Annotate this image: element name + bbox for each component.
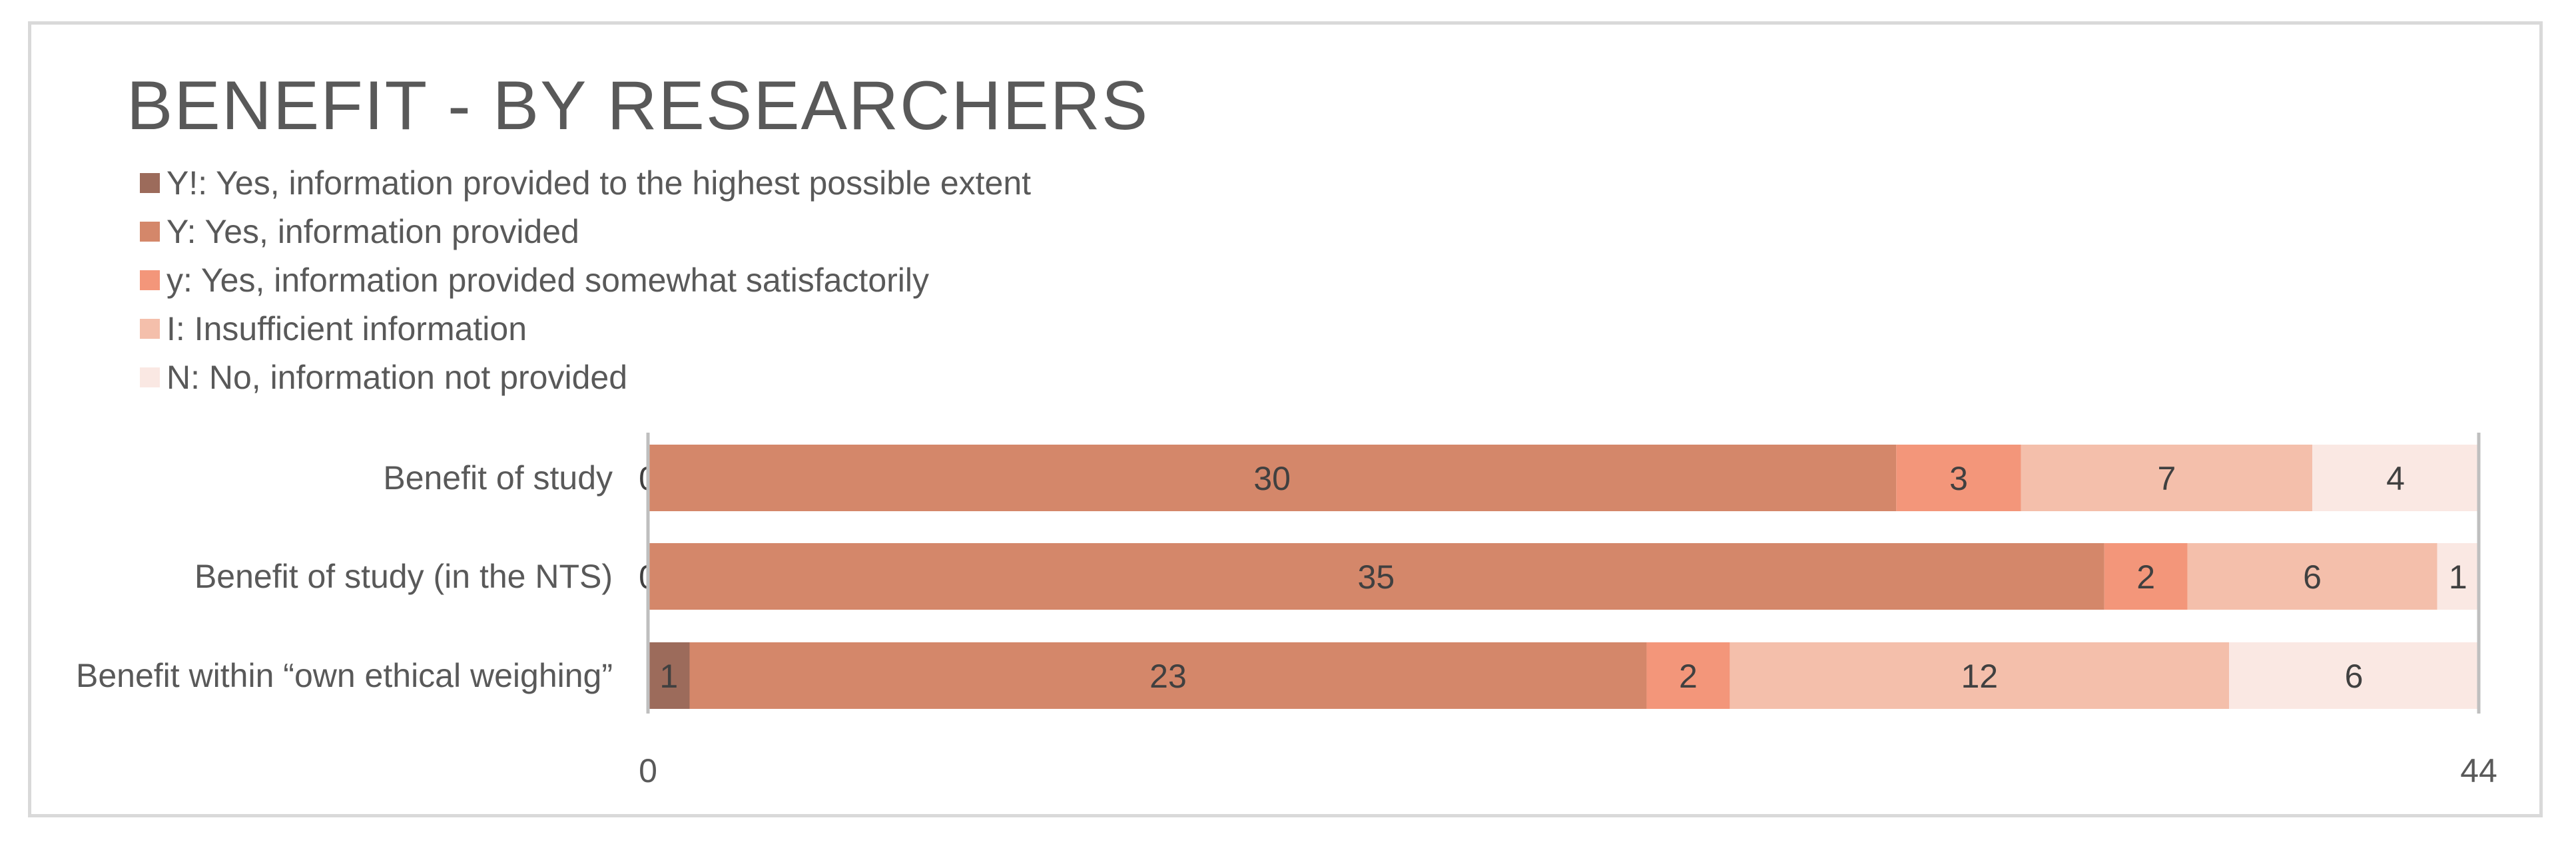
- legend: Y!: Yes, information provided to the hig…: [140, 158, 1031, 401]
- legend-item: y: Yes, information provided somewhat sa…: [140, 256, 1031, 304]
- bar-segment: [689, 642, 1647, 709]
- bar-segment: [648, 642, 690, 709]
- bar-segment: [2312, 445, 2479, 511]
- legend-label: Y!: Yes, information provided to the hig…: [166, 164, 1032, 202]
- bar-segment: [2104, 543, 2188, 610]
- data-label: 2: [2136, 558, 2155, 596]
- bar-segment: [648, 445, 1897, 511]
- bar-segment: [2437, 543, 2479, 610]
- legend-swatch: [140, 221, 160, 242]
- bar-segment: [1896, 445, 2021, 511]
- category-label: Benefit within “own ethical weighing”: [76, 657, 613, 694]
- data-label: 7: [2158, 460, 2176, 497]
- legend-swatch: [140, 172, 160, 193]
- legend-label: y: Yes, information provided somewhat sa…: [166, 261, 929, 299]
- data-label: 4: [2386, 460, 2405, 497]
- data-label: 23: [1149, 658, 1187, 695]
- category-label: Benefit of study: [383, 459, 613, 497]
- data-label: 6: [2303, 558, 2322, 596]
- legend-swatch: [140, 318, 160, 339]
- legend-item: Y!: Yes, information provided to the hig…: [140, 158, 1031, 207]
- legend-item: I: Insufficient information: [140, 304, 1031, 353]
- bar-segment: [648, 543, 2104, 610]
- data-label: 30: [1253, 460, 1291, 497]
- data-label: 3: [1949, 460, 1968, 497]
- bar-segment: [1730, 642, 2230, 709]
- chart-title: BENEFIT - BY RESEARCHERS: [127, 67, 1149, 144]
- data-label: 12: [1961, 658, 1998, 695]
- data-label: 6: [2345, 658, 2364, 695]
- x-tick-label: 0: [639, 752, 657, 789]
- bar-segment: [2187, 543, 2437, 610]
- legend-label: Y: Yes, information provided: [166, 212, 579, 250]
- legend-swatch: [140, 270, 160, 290]
- x-tick-label: 44: [2460, 752, 2497, 789]
- legend-item: Y: Yes, information provided: [140, 207, 1031, 256]
- bar-segment: [2021, 445, 2313, 511]
- data-label: 1: [659, 658, 678, 695]
- legend-label: I: Insufficient information: [166, 310, 527, 347]
- legend-swatch: [140, 367, 160, 387]
- bar-segment: [1646, 642, 1730, 709]
- category-label: Benefit of study (in the NTS): [194, 558, 613, 595]
- legend-label: N: No, information not provided: [166, 358, 628, 396]
- data-label: 1: [2449, 558, 2467, 596]
- data-label: 35: [1358, 558, 1395, 596]
- data-label: 2: [1679, 658, 1698, 695]
- bar-segment: [2229, 642, 2479, 709]
- legend-item: N: No, information not provided: [140, 353, 1031, 401]
